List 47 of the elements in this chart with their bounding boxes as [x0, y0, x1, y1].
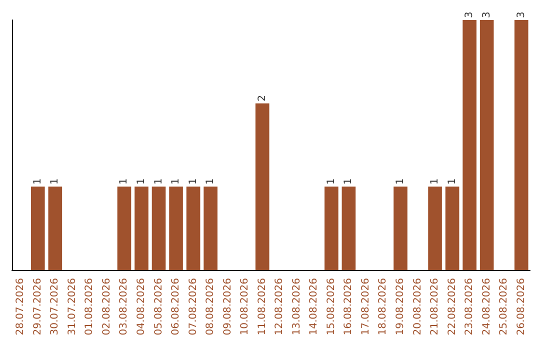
x-tick-label: 20.08.2026	[412, 278, 424, 336]
x-tick-label: 11.08.2026	[256, 278, 268, 336]
x-tick-label: 26.08.2026	[516, 278, 527, 336]
data-label: 3	[464, 12, 476, 18]
data-label: 1	[430, 178, 441, 185]
x-tick-label: 08.08.2026	[205, 278, 216, 336]
x-tick-label: 17.08.2026	[360, 278, 372, 336]
x-tick-label: 24.08.2026	[481, 278, 492, 336]
x-tick-label: 02.08.2026	[101, 278, 112, 336]
x-tick-label: 10.08.2026	[240, 278, 251, 336]
x-tick-label: 04.08.2026	[136, 278, 147, 336]
x-tick-label: 05.08.2026	[153, 278, 164, 336]
data-label: 1	[118, 178, 130, 185]
data-label: 3	[516, 12, 527, 18]
data-label: 3	[481, 12, 492, 18]
x-tick-label: 16.08.2026	[343, 278, 354, 336]
data-label: 1	[136, 178, 147, 185]
data-label: 1	[188, 178, 199, 185]
data-label: 1	[343, 178, 354, 185]
x-tick-label: 12.08.2026	[274, 278, 286, 336]
x-tick-label: 22.08.2026	[446, 278, 458, 336]
data-label: 1	[50, 178, 61, 185]
data-label: 1	[395, 178, 406, 185]
data-label: 1	[153, 178, 164, 185]
data-label: 1	[205, 178, 216, 185]
x-tick-label: 28.07.2026	[15, 278, 26, 336]
x-tick-label: 25.08.2026	[498, 278, 510, 336]
data-label: 1	[170, 178, 182, 185]
data-label: 1	[326, 178, 337, 185]
data-label: 1	[32, 178, 44, 185]
x-tick-label: 15.08.2026	[326, 278, 337, 336]
x-tick-label: 23.08.2026	[464, 278, 476, 336]
x-tick-label: 06.08.2026	[170, 278, 182, 336]
x-tick-label: 13.08.2026	[291, 278, 302, 336]
x-tick-label: 30.07.2026	[50, 278, 61, 336]
x-tick-label: 01.08.2026	[84, 278, 96, 336]
x-tick-label: 07.08.2026	[188, 278, 199, 336]
x-tick-label: 09.08.2026	[222, 278, 234, 336]
x-tick-label: 18.08.2026	[378, 278, 389, 336]
x-tick-label: 29.07.2026	[32, 278, 44, 336]
x-tick-label: 31.07.2026	[66, 278, 78, 336]
x-tick-label: 14.08.2026	[308, 278, 320, 336]
x-tick-label: 19.08.2026	[395, 278, 406, 336]
x-tick-label: 03.08.2026	[118, 278, 130, 336]
data-label: 2	[256, 94, 268, 102]
data-label: 1	[446, 178, 458, 185]
x-tick-label: 21.08.2026	[430, 278, 441, 336]
